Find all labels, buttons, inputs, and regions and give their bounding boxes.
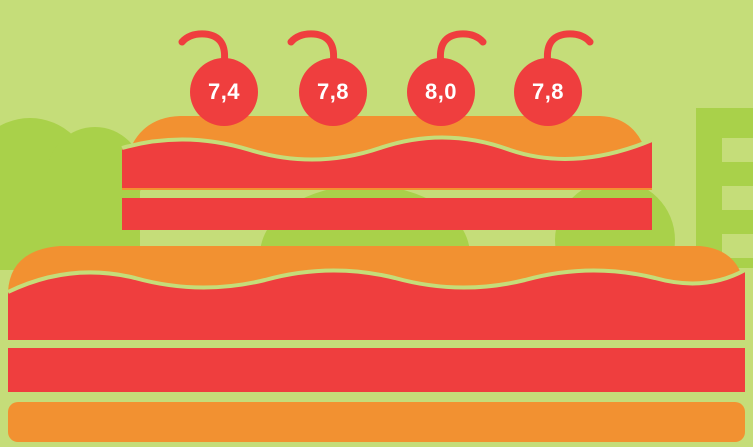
cherry-value-4: 7,8 [531, 79, 565, 104]
cherry-icon [287, 30, 367, 126]
cherry-icon [514, 30, 594, 126]
building-icon [696, 108, 753, 268]
cherry-icon [407, 30, 487, 126]
cake-top-tier [121, 116, 653, 230]
cake-bottom-tier [7, 246, 746, 442]
cherry-value-1: 7,4 [207, 79, 241, 104]
cherry-value-2: 7,8 [316, 79, 350, 104]
cherry-value-3: 8,0 [424, 79, 458, 104]
cherry-icon [178, 30, 258, 126]
